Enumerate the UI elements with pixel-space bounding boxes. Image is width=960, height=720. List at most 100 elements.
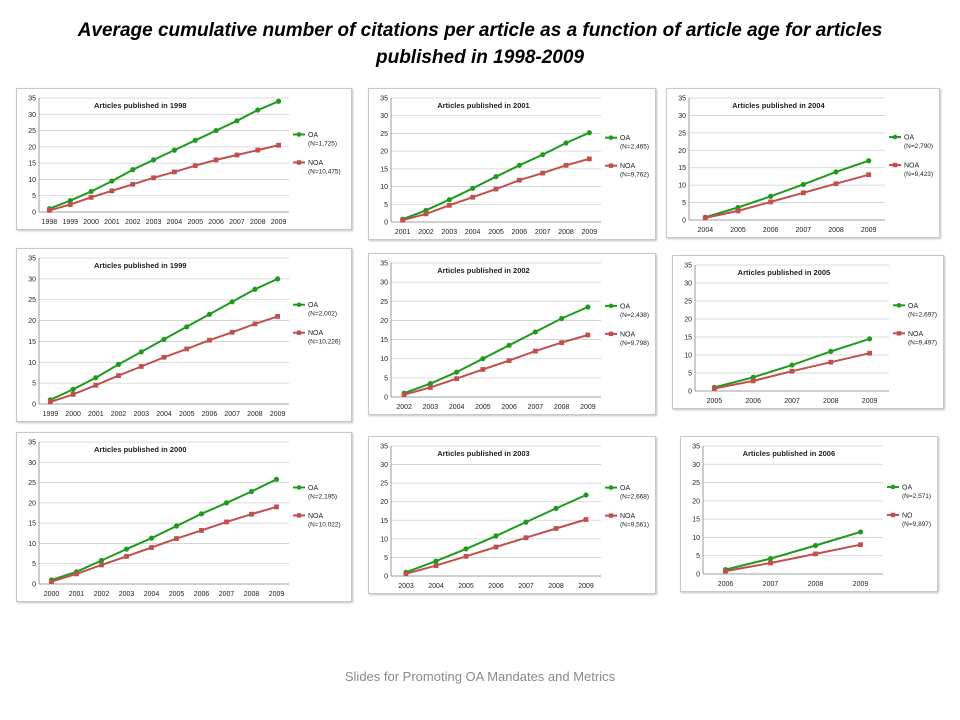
y-tick-label: 30	[28, 112, 36, 119]
data-point	[130, 167, 136, 173]
x-tick-label: 2009	[862, 398, 878, 405]
x-tick-label: 2004	[156, 411, 172, 418]
data-point	[833, 169, 839, 175]
data-point	[800, 181, 806, 188]
x-tick-label: 2008	[808, 581, 824, 588]
y-tick-label: 15	[380, 518, 388, 525]
x-tick-label: 2009	[271, 219, 287, 226]
data-point	[833, 181, 839, 187]
data-point	[207, 337, 212, 343]
y-tick-label: 10	[28, 177, 36, 184]
data-point	[866, 172, 872, 178]
data-point	[161, 354, 167, 360]
data-point	[800, 190, 806, 196]
data-point	[213, 127, 219, 134]
x-tick-label: 1998	[42, 219, 58, 226]
data-point	[109, 178, 115, 184]
y-tick-label: 20	[692, 498, 700, 505]
y-tick-label: 5	[682, 200, 686, 207]
data-point	[124, 554, 129, 559]
data-point	[789, 368, 795, 374]
data-point	[67, 202, 73, 207]
data-point	[138, 349, 144, 355]
x-tick-label: 2005	[475, 404, 491, 411]
data-point	[123, 546, 130, 552]
y-tick-label: 25	[28, 480, 36, 487]
legend-count: (N=9,497)	[908, 339, 937, 346]
data-point	[480, 356, 486, 362]
y-tick-label: 15	[380, 337, 388, 344]
chart-title: Articles published in 2005	[738, 268, 831, 277]
y-tick-label: 20	[28, 318, 36, 325]
y-tick-label: 10	[684, 353, 692, 360]
data-point	[70, 386, 76, 392]
legend-label: OA	[620, 485, 630, 492]
data-point	[493, 533, 499, 539]
legend-marker	[892, 162, 898, 168]
x-tick-label: 2003	[442, 229, 458, 236]
x-tick-label: 2009	[269, 591, 285, 598]
legend-label: OA	[308, 302, 318, 309]
x-tick-label: 2000	[65, 411, 81, 418]
y-tick-label: 25	[684, 299, 692, 306]
x-tick-label: 2002	[125, 219, 141, 226]
series-line-oa	[49, 100, 279, 210]
x-tick-label: 2006	[501, 404, 517, 411]
chart-panel: 0 5 10 15 20 25 30 35 1998 1999 2000 2001 2002 2003 20…	[16, 88, 352, 230]
x-tick-label: 2006	[718, 581, 734, 588]
chart-panel: 0 5 10 15 20 25 30 35 1999 2000 2001 2002 2003 2004 20…	[16, 248, 352, 422]
data-point	[74, 571, 79, 577]
line-chart-svg: 0 5 10 15 20 25 30 35 2000 2001 2002 2003 2004 2005 20…	[28, 440, 341, 599]
legend-count: (N=1,725)	[308, 140, 337, 147]
data-point	[234, 152, 240, 158]
legend-marker	[608, 485, 614, 490]
data-point	[138, 364, 144, 369]
y-tick-label: 20	[28, 144, 36, 151]
chart-panel: 0 5 10 15 20 25 30 35 2002 2003 2004 2005 2006 2007 20…	[368, 253, 656, 415]
legend-label: NOA	[620, 331, 636, 338]
line-chart-svg: 0 5 10 15 20 25 30 35 2001 2002 2003 2004 2005 2006 20…	[380, 96, 649, 237]
x-tick-label: 2003	[133, 411, 149, 418]
x-tick-label: 2007	[796, 227, 812, 234]
legend-marker	[608, 513, 614, 518]
x-tick-label: 2008	[244, 591, 260, 598]
data-point	[275, 98, 282, 104]
data-point	[403, 571, 409, 577]
data-point	[400, 217, 406, 223]
data-point	[115, 361, 122, 367]
y-tick-label: 15	[28, 161, 36, 168]
x-tick-label: 2006	[745, 398, 761, 405]
x-tick-label: 2005	[179, 411, 195, 418]
x-tick-label: 2006	[208, 219, 224, 226]
legend-label: OA	[904, 135, 914, 142]
chart-title: Articles published in 2002	[437, 266, 530, 275]
data-point	[192, 137, 198, 143]
data-point	[867, 350, 872, 356]
x-tick-label: 2002	[418, 229, 434, 236]
y-tick-label: 35	[28, 440, 36, 447]
data-point	[585, 332, 591, 338]
y-tick-label: 30	[692, 462, 700, 469]
data-point	[224, 519, 229, 525]
y-tick-label: 10	[380, 184, 388, 191]
legend-marker	[608, 163, 614, 168]
data-point	[88, 194, 94, 200]
x-tick-label: 2004	[698, 227, 714, 234]
x-tick-label: 2005	[707, 398, 723, 405]
data-point	[506, 342, 512, 348]
x-tick-label: 2009	[270, 411, 286, 418]
data-point	[857, 529, 864, 535]
line-chart-svg: 0 5 10 15 20 25 30 35 2004 2005 2006 2007 2008 2009 Ar…	[678, 96, 933, 235]
data-point	[583, 492, 589, 498]
data-point	[93, 382, 99, 388]
legend-count: (N=2,002)	[308, 311, 337, 318]
data-point	[423, 211, 429, 217]
x-tick-label: 2009	[578, 583, 594, 590]
legend-marker	[890, 512, 896, 518]
data-point	[229, 329, 235, 335]
y-tick-label: 30	[678, 113, 686, 120]
x-tick-label: 2005	[169, 591, 185, 598]
data-point	[463, 553, 469, 559]
x-tick-label: 2007	[784, 398, 800, 405]
y-tick-label: 0	[384, 574, 388, 581]
